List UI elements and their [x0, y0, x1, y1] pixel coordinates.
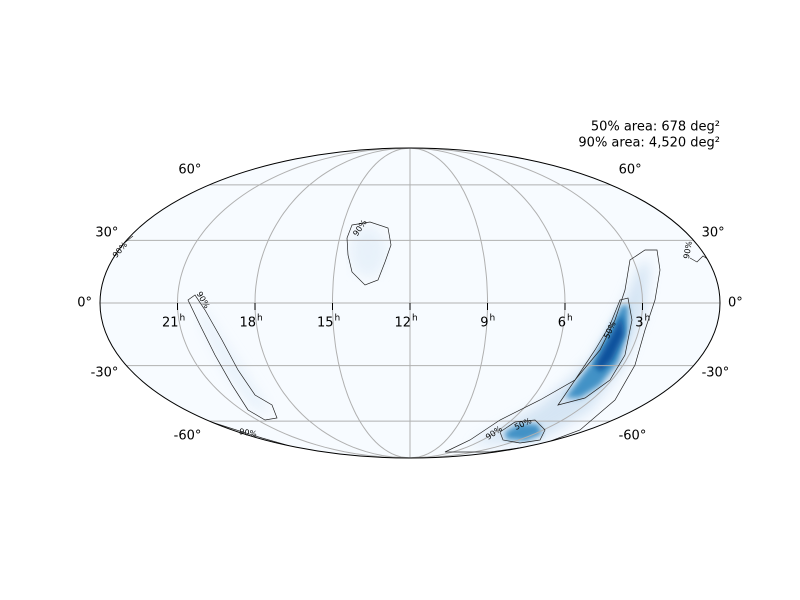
contour-90: [187, 294, 278, 421]
contour-90: [444, 249, 661, 453]
contour-90: [346, 221, 392, 286]
ra-tick-unit: h: [645, 314, 651, 324]
ra-tick-unit: h: [335, 314, 341, 324]
ra-tick-label: 3: [635, 316, 643, 331]
ra-tick-label: 6: [558, 316, 566, 331]
dec-tick-label: 0°: [77, 296, 92, 311]
ra-tick-unit: h: [567, 314, 573, 324]
dec-tick-label: 30°: [95, 225, 118, 240]
ra-tick-label: 18: [239, 316, 256, 331]
dec-tick-label: 0°: [728, 296, 743, 311]
probability-heat: [200, 227, 650, 445]
contour-label: 90%: [238, 427, 257, 439]
contour-50: [557, 297, 633, 406]
ra-tick-label: 15: [317, 316, 334, 331]
dec-tick-label: 30°: [702, 225, 725, 240]
dec-tick-label: -60°: [174, 429, 202, 444]
dec-tick-label: -30°: [91, 366, 119, 381]
annotation: 50% area: 678 deg²: [591, 120, 720, 135]
ra-tick-label: 12: [394, 316, 411, 331]
dec-tick-label: -60°: [619, 429, 647, 444]
dec-tick-label: 60°: [619, 162, 642, 177]
ra-tick-label: 9: [480, 316, 488, 331]
dec-tick-label: -30°: [702, 366, 730, 381]
annotation: 90% area: 4,520 deg²: [578, 136, 720, 151]
contour-50: [499, 419, 546, 444]
ra-tick-unit: h: [180, 314, 186, 324]
contours: [104, 221, 713, 453]
dec-tick-label: 60°: [178, 162, 201, 177]
ra-tick-label: 21: [162, 316, 179, 331]
contour-label: 90%: [682, 240, 694, 259]
ra-tick-unit: h: [412, 314, 418, 324]
ra-tick-unit: h: [257, 314, 263, 324]
map-frame: [99, 147, 721, 459]
ra-tick-unit: h: [490, 314, 496, 324]
